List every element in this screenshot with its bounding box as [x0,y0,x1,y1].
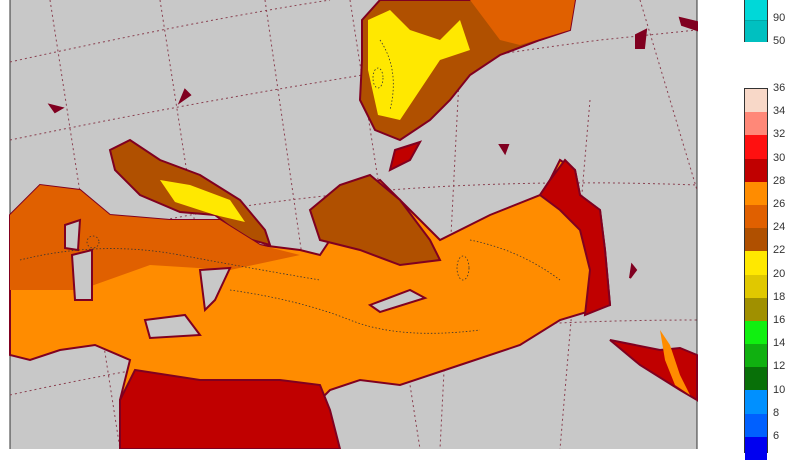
top-colorbar-swatch [745,21,767,42]
top-colorbar-label: 90 [773,12,786,24]
map [9,0,698,449]
colorbar-label: 18 [773,290,786,303]
land-north-warm [470,0,575,45]
top-colorbar-label: 50 [773,35,786,47]
colorbar-swatch [745,390,767,414]
colorbar-swatch [745,112,767,136]
colorbar-label: 20 [773,267,786,280]
land-north-yellow [368,10,470,120]
land-south-red [119,368,342,449]
land-aegean [308,173,442,267]
sea-inlet [64,218,82,252]
sea-inlet [198,266,232,313]
colorbar [744,88,768,460]
colorbar-label: 22 [773,244,786,257]
colorbar-label: 28 [773,174,786,187]
colorbar-label: 16 [773,314,786,326]
colorbar-label: 34 [773,105,786,118]
island [177,88,192,105]
island [629,262,638,279]
land-east-red [538,158,612,317]
island [388,140,423,172]
sea-inlet [143,313,202,340]
island [678,16,698,32]
colorbar-swatch [745,204,767,229]
contours [19,39,561,334]
island [498,144,510,156]
sea-inlet [70,248,93,301]
colorbar-label: 30 [773,151,786,164]
colorbar-label: 10 [773,383,786,396]
land-fill [9,0,698,449]
colorbar-label: 6 [773,430,780,442]
colorbar-label: 32 [773,128,786,141]
colorbar-swatch [745,344,767,368]
land-peninsula-yellow [160,180,245,222]
colorbar-swatch [745,181,767,205]
colorbar-swatch [745,413,767,437]
colorbar-swatch [745,436,767,460]
colorbar-swatch [745,367,767,391]
island [47,103,65,114]
colorbar-swatch [745,135,767,159]
colorbar-label: 12 [773,360,786,373]
colorbar-label: 14 [773,337,786,350]
sea-inlet [367,288,428,314]
colorbar-swatch [745,158,767,182]
colorbar-swatch [745,89,767,113]
island [635,28,648,49]
colorbar-swatch [745,297,767,321]
colorbar-label: 24 [773,221,786,234]
colorbar-swatch [745,274,767,298]
colorbar-label: 8 [773,406,780,419]
colorbar-label: 36 [773,82,786,94]
colorbar-swatch [745,320,767,345]
top-colorbar [744,0,768,42]
colorbar-swatch [745,251,767,275]
colorbar-label: 26 [773,198,786,210]
colorbar-swatch [745,228,767,252]
top-colorbar-swatch [745,0,767,21]
land-east-fragment-orange [660,330,690,395]
